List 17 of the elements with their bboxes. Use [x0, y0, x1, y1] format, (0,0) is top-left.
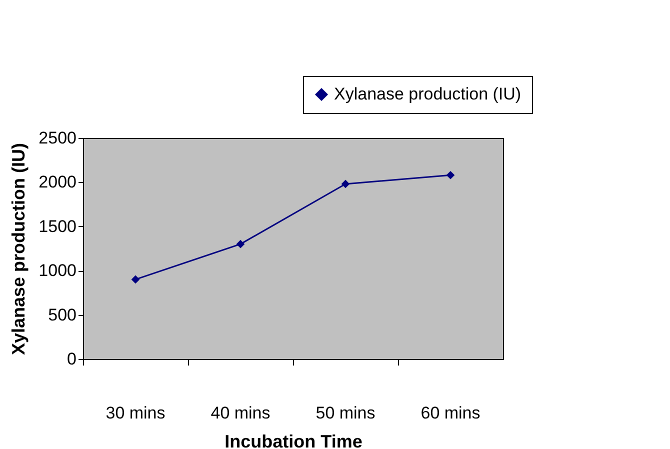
legend-label: Xylanase production (IU) [334, 84, 522, 104]
y-tick-label: 500 [48, 305, 76, 324]
y-tick-label: 2500 [38, 128, 76, 148]
x-tick-label: 60 mins [420, 404, 480, 422]
y-tick-label: 1000 [38, 261, 76, 280]
x-tick-label: 40 mins [210, 404, 270, 422]
y-tick-label: 0 [67, 350, 76, 368]
y-axis-title: Xylanase production (IU) [8, 142, 29, 356]
point [446, 170, 455, 180]
y-tick-label: 1500 [38, 216, 76, 236]
x-tick-label: 30 mins [106, 404, 166, 422]
point [236, 240, 245, 248]
x-tick-label: 50 mins [316, 404, 376, 422]
x-axis-title: Incubation Time [224, 432, 362, 449]
y-tick-label: 2000 [38, 172, 76, 192]
point [341, 180, 350, 188]
point [131, 275, 140, 284]
